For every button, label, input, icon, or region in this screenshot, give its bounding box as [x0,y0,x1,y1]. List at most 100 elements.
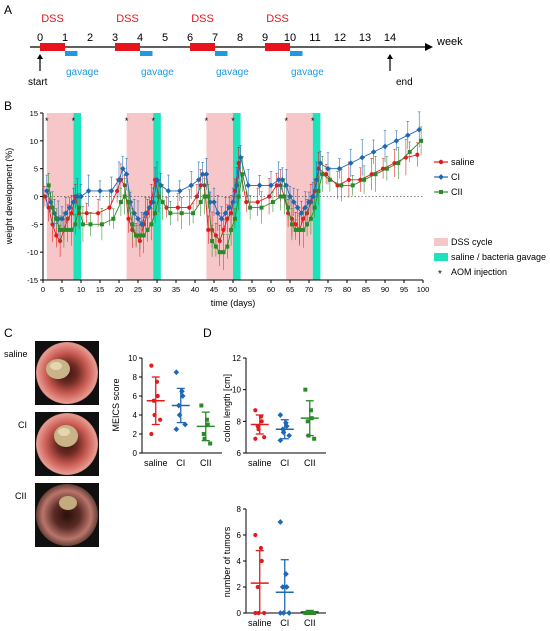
weight-x-tick-label: 60 [267,285,275,294]
data-point-ci [150,199,157,205]
data-point-ci [199,171,206,178]
data-point-ci [157,182,164,189]
timeline-week-label: week [436,36,463,48]
colon-chart-data-point [286,432,292,439]
colon-chart-data-point [259,419,264,424]
data-point-cii [350,183,355,188]
data-point-cii [46,183,51,188]
data-point-cii [312,205,317,210]
data-point-ci [66,204,73,211]
data-point-ci [154,176,160,183]
data-point-cii [248,205,253,210]
data-point-cii [327,177,332,182]
data-point-ci [313,176,320,183]
timeline-end-label: end [396,77,413,88]
meics-chart-data-point [199,403,204,408]
weight-x-tick-label: 80 [343,285,351,294]
tumor-chart-category-label: saline [248,618,272,628]
aom-injection-marker: * [205,116,209,126]
meics-chart-data-point [155,393,160,399]
data-point-cii [320,172,325,177]
colon-chart-data-point [312,436,317,441]
tumor-y-axis-label: number of tumors [222,526,232,597]
aom-injection-marker: * [151,116,155,126]
tumor-mass [59,496,77,510]
data-point-cii [229,227,234,232]
data-point-cii [50,205,55,210]
timeline-gavage-bar [65,51,78,56]
meics-chart: 0 2 4 6 8 10 saline CI CII [128,354,222,468]
endoscopy-label-cii: CII [15,491,27,501]
tumor-chart-data-point [283,571,289,577]
data-point-ci [306,199,312,205]
meics-chart-data-point [204,417,209,422]
tumor-chart-data-point [277,519,284,525]
tumor-chart-y-tick-label: 8 [237,505,242,514]
data-point-ci [230,199,236,205]
data-point-cii [149,222,154,227]
data-point-cii [80,222,85,227]
timeline-gavage-label: gavage [141,67,174,78]
timeline-week-tick-label: 6 [187,32,193,44]
weight-legend: saline CI CII DSS cycle saline / bacteri… [434,157,546,280]
data-point-cii [305,222,310,227]
legend-saline-marker [438,159,444,165]
data-point-ci [135,215,141,222]
data-point-saline [54,233,59,238]
series-line-cii [48,140,422,253]
weight-x-tick-label: 5 [60,285,64,294]
weight-x-tick-label: 15 [96,285,104,294]
timeline-week-tick-label: 12 [334,32,346,44]
panel-label-b: B [4,99,12,113]
data-point-saline [50,222,55,227]
data-point-ci [279,176,286,183]
data-point-saline [194,194,199,199]
weight-y-tick-label: -10 [27,248,38,257]
meics-chart-y-tick-label: 10 [128,354,137,363]
colon-chart-data-point [255,423,260,429]
data-point-saline [346,177,351,182]
colon-chart-data-point [253,436,258,441]
data-point-cii [141,233,146,238]
timeline-end-arrowhead [387,54,393,59]
data-point-cii [293,227,298,232]
data-point-saline [221,227,226,232]
meics-chart-data-point [201,432,206,436]
tumor-chart-data-point [259,558,264,564]
timeline-gavage-bar [215,51,228,56]
panel-label-a: A [4,3,12,17]
endoscopy-image-ci [35,412,99,476]
tumor-chart-y-tick-label: 6 [237,531,242,540]
data-point-ci [85,188,92,194]
weight-x-tick-label: 75 [324,285,332,294]
colon-chart-data-point [262,435,267,440]
meics-chart-data-point [208,441,213,446]
data-point-ci [317,160,324,166]
meics-chart-data-point [154,379,160,384]
meics-chart-category-label: CI [176,458,185,468]
data-point-cii [77,205,82,210]
panel-label-d: D [203,326,212,340]
weight-y-tick-label: 5 [34,165,38,174]
data-point-cii [210,239,215,244]
meics-chart-y-tick-label: 6 [133,392,138,401]
data-point-saline [84,211,89,216]
tumor-chart-data-point [253,532,258,538]
data-point-cii [407,149,412,154]
weight-y-axis-label: weight development (%) [4,148,14,246]
data-point-ci [294,204,301,211]
legend-dss-swatch [434,238,448,246]
meics-y-axis-label: MEICS score [111,378,121,431]
data-point-ci [393,138,400,144]
timeline-week-tick-label: 2 [87,32,93,44]
data-point-cii [240,172,245,177]
data-point-ci [176,188,183,194]
timeline-dss-bar [265,43,290,51]
colon-chart-y-tick-label: 8 [237,417,242,426]
tumor-chart-data-point [262,610,267,616]
weight-x-tick-label: 0 [41,285,45,294]
data-point-saline [267,194,272,199]
colon-chart-data-point [258,414,264,419]
data-point-cii [373,172,378,177]
timeline-gavage-label: gavage [66,67,99,78]
